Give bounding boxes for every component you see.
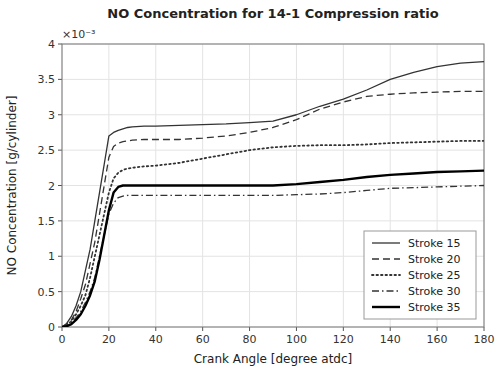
tick-label: 2 [48, 180, 55, 193]
tick [58, 150, 62, 151]
tick [202, 327, 203, 331]
grid-line [62, 150, 484, 151]
series-line [62, 141, 484, 327]
series-line [62, 171, 484, 327]
plot-frame [62, 44, 484, 327]
legend-swatch [372, 306, 400, 308]
tick-label: 1.5 [38, 215, 56, 228]
tick-label: 80 [243, 333, 257, 346]
y-axis-label: NO Concentration [g/cylinder] [5, 96, 19, 276]
tick [58, 79, 62, 80]
tick-label: 140 [380, 333, 401, 346]
title: NO Concentration for 14-1 Compression ra… [107, 6, 438, 21]
tick-label: 0 [59, 333, 66, 346]
legend-label: Stroke 35 [408, 301, 461, 314]
legend-label: Stroke 30 [408, 285, 461, 298]
series-line [62, 186, 484, 328]
tick-label: 40 [149, 333, 163, 346]
axes: 0 20 40 60 80 100 120 140 160 180 0 0.5 1 1.5 2 2.5 3 3.5… [38, 38, 495, 346]
grid-line [62, 79, 484, 80]
tick-label: 60 [196, 333, 210, 346]
tick-label: 160 [427, 333, 448, 346]
tick-label: 3.5 [38, 73, 56, 86]
series-line [62, 62, 484, 327]
legend-label: Stroke 20 [408, 253, 461, 266]
tick [58, 291, 62, 292]
legend-label: Stroke 15 [408, 237, 461, 250]
tick [296, 327, 297, 331]
legend: Stroke 15 Stroke 20 Stroke 25 Stroke 30 Stro… [364, 231, 476, 319]
tick [390, 327, 391, 331]
legend-swatch [372, 242, 400, 243]
grid [62, 44, 484, 327]
tick [343, 327, 344, 331]
x-axis-label: Crank Angle [degree atdc] [194, 352, 353, 366]
chart: 0 20 40 60 80 100 120 140 160 180 0 0.5 1 1.5 2 2.5 3 3.5… [0, 0, 500, 373]
legend-swatch [372, 290, 400, 291]
tick [58, 114, 62, 115]
tick [58, 327, 62, 328]
tick-label: 2.5 [38, 144, 56, 157]
tick-label: 120 [333, 333, 354, 346]
tick-label: 180 [474, 333, 495, 346]
tick-label: 100 [286, 333, 307, 346]
tick-label: 0 [48, 321, 55, 334]
legend-box [364, 231, 476, 319]
tick-label: 4 [48, 38, 55, 51]
tick [62, 327, 63, 331]
annotation: ×10⁻³ [62, 28, 95, 41]
tick [155, 327, 156, 331]
tick [249, 327, 250, 331]
tick [58, 220, 62, 221]
tick [58, 256, 62, 257]
lines [62, 62, 484, 327]
plot-area [62, 44, 484, 327]
tick [484, 327, 485, 331]
tick [437, 327, 438, 331]
legend-label: Stroke 25 [408, 269, 461, 282]
tick-label: 1 [48, 250, 55, 263]
tick [108, 327, 109, 331]
legend-swatch [372, 258, 400, 259]
grid-line [62, 220, 484, 221]
legend-swatch [372, 274, 400, 276]
series-line [62, 91, 484, 327]
tick-label: 0.5 [38, 286, 56, 299]
tick-label: 20 [102, 333, 116, 346]
tick-label: 3 [48, 109, 55, 122]
tick [58, 44, 62, 45]
grid-line [62, 114, 484, 115]
tick [58, 185, 62, 186]
